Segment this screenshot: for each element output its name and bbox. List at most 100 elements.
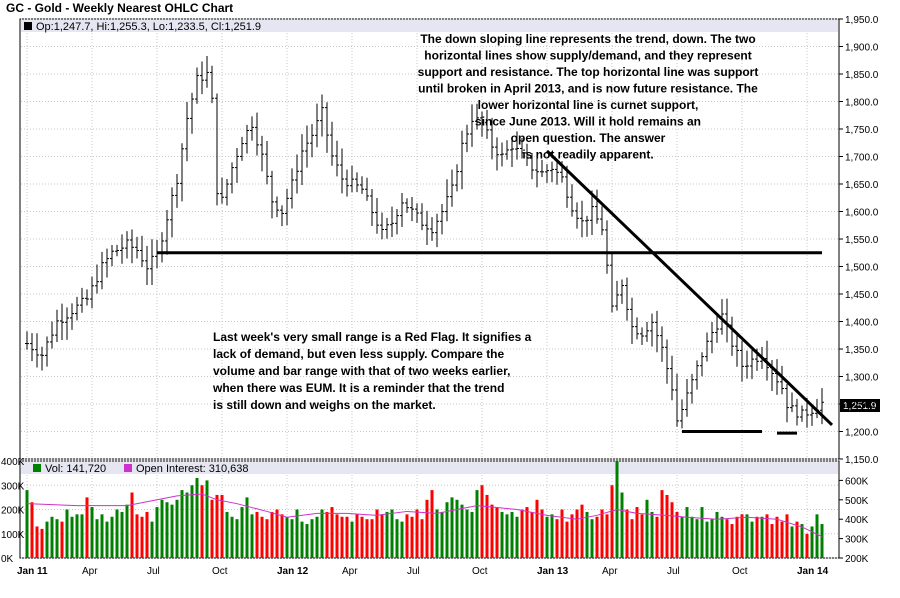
volume-bar: [570, 514, 574, 558]
time-tick-label: Apr: [602, 566, 618, 577]
chart-title: GC - Gold - Weekly Nearest OHLC Chart: [6, 1, 233, 15]
volume-bar: [460, 504, 464, 558]
time-tick-label: Oct: [212, 566, 228, 577]
volume-tick-label: 300K: [1, 481, 25, 492]
volume-bar: [560, 509, 564, 558]
time-tick-label: Apr: [342, 566, 358, 577]
volume-bar: [590, 519, 594, 558]
volume-bar: [470, 511, 474, 558]
volume-bar: [610, 485, 614, 558]
volume-bar: [375, 509, 379, 558]
volume-bar: [645, 499, 649, 558]
price-tick-label: 1,900.0: [845, 43, 879, 54]
time-tick-label: Jul: [667, 566, 680, 577]
volume-bar: [75, 514, 79, 558]
volume-bar: [455, 499, 459, 558]
oi-tick-label: 200K: [845, 554, 869, 565]
volume-bar: [540, 509, 544, 558]
volume-bar: [290, 519, 294, 558]
annotation-top-line: The down sloping line represents the tre…: [420, 32, 755, 46]
volume-bar: [395, 519, 399, 558]
annotation-top-line: until broken in April 2013, and is now f…: [418, 82, 758, 96]
volume-bar: [85, 497, 89, 558]
volume-bar: [130, 492, 134, 558]
annotation-top-line: open question. The answer: [511, 131, 666, 145]
oi-tick-label: 400K: [845, 515, 869, 526]
volume-bar: [485, 494, 489, 558]
volume-bar: [245, 497, 249, 558]
volume-bar: [730, 524, 734, 558]
volume-bar: [785, 514, 789, 558]
volume-bar: [65, 509, 69, 558]
volume-bar: [25, 490, 29, 558]
volume-bar: [635, 507, 639, 558]
volume-bar: [235, 519, 239, 558]
volume-bar: [390, 509, 394, 558]
volume-bar: [170, 504, 174, 558]
volume-bar: [115, 509, 119, 558]
volume-bar: [445, 502, 449, 558]
volume-bar: [525, 507, 529, 558]
price-tick-label: 1,550.0: [845, 235, 879, 246]
volume-bar: [770, 524, 774, 558]
volume-bar: [30, 502, 34, 558]
volume-bar: [660, 490, 664, 558]
volume-bar: [35, 526, 39, 558]
volume-bar: [620, 492, 624, 558]
volume-bar: [820, 524, 824, 558]
volume-bar: [385, 511, 389, 558]
price-tick-label: 1,300.0: [845, 373, 879, 384]
price-legend-bar: [21, 20, 838, 32]
volume-legend-bar: [21, 462, 838, 474]
volume-bar: [355, 514, 359, 558]
oi-tick-label: 500K: [845, 496, 869, 507]
volume-bar: [740, 514, 744, 558]
volume-bar: [650, 511, 654, 558]
volume-axis: 0K 100K 200K 300K 400K: [1, 457, 25, 565]
volume-bar: [425, 499, 429, 558]
volume-tick-label: 200K: [1, 506, 25, 517]
annotation-bottom-line: Last week's very small range is a Red Fl…: [213, 330, 532, 344]
volume-bar: [380, 514, 384, 558]
price-tick-label: 1,650.0: [845, 180, 879, 191]
volume-bar: [175, 499, 179, 558]
time-axis: Jan 11 Apr Jul Oct Jan 12 Apr Jul Oct Jan 13 Apr J…: [17, 566, 829, 577]
time-tick-label: Jul: [407, 566, 420, 577]
volume-bar: [190, 485, 194, 558]
volume-bar: [280, 514, 284, 558]
volume-bar: [545, 516, 549, 558]
volume-bar: [125, 504, 129, 558]
price-tick-label: 1,500.0: [845, 263, 879, 274]
volume-bar: [535, 499, 539, 558]
volume-legend-swatch: [33, 464, 41, 472]
volume-bar: [675, 511, 679, 558]
trendlines: [157, 149, 834, 435]
oi-tick-label: 600K: [845, 476, 869, 487]
volume-bar: [720, 516, 724, 558]
price-tick-label: 1,400.0: [845, 318, 879, 329]
volume-bar: [580, 504, 584, 558]
price-gridlines: [21, 18, 838, 460]
volume-bar: [95, 519, 99, 558]
volume-bar: [310, 519, 314, 558]
volume-tick-label: 0K: [1, 554, 14, 565]
volume-bar: [55, 519, 59, 558]
volume-bar: [300, 521, 304, 558]
volume-bar: [530, 511, 534, 558]
volume-bar: [185, 492, 189, 558]
volume-bar: [160, 499, 164, 558]
time-tick-label: Oct: [472, 566, 488, 577]
volume-bar: [630, 519, 634, 558]
volume-bar: [625, 509, 629, 558]
open-interest-line: [26, 493, 823, 538]
volume-gridlines: [21, 460, 838, 559]
volume-bar: [105, 521, 109, 558]
price-tick-label: 1,700.0: [845, 153, 879, 164]
price-legend-text: Op:1,247.7, Hi:1,255.3, Lo:1,233.5, Cl:1…: [36, 21, 261, 33]
price-tick-label: 1,450.0: [845, 290, 879, 301]
volume-bar: [735, 516, 739, 558]
volume-bar: [695, 519, 699, 558]
time-tick-label: Oct: [732, 566, 748, 577]
annotation-top: The down sloping line represents the tre…: [418, 32, 759, 162]
volume-bar: [755, 516, 759, 558]
